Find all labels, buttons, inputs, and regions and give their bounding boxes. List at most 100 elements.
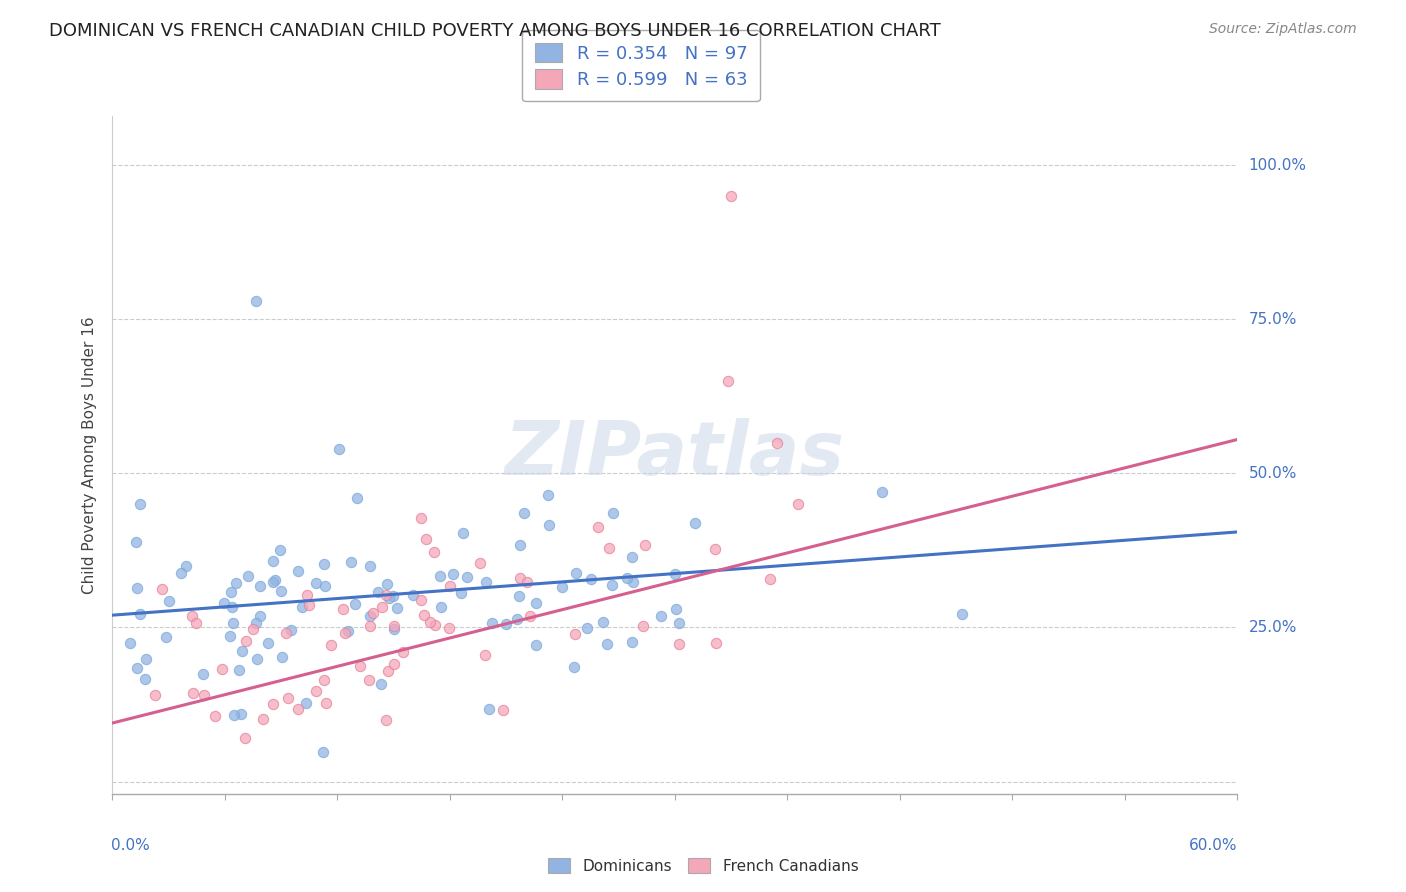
Point <box>321 639 343 653</box>
Point <box>564 627 586 641</box>
Point <box>349 659 371 673</box>
Point <box>291 600 314 615</box>
Point <box>128 607 150 622</box>
Point <box>516 575 538 590</box>
Point <box>429 568 451 582</box>
Point <box>478 702 501 716</box>
Point <box>135 651 157 665</box>
Point <box>359 618 381 632</box>
Point <box>600 578 623 592</box>
Point <box>191 666 214 681</box>
Point <box>720 189 742 203</box>
Point <box>359 609 381 624</box>
Point <box>125 534 148 549</box>
Point <box>621 575 644 590</box>
Point <box>332 602 354 616</box>
Point <box>524 639 547 653</box>
Point <box>219 584 242 599</box>
Point <box>513 506 536 520</box>
Point <box>246 652 269 666</box>
Point <box>315 696 337 710</box>
Point <box>703 542 725 557</box>
Point <box>287 702 309 716</box>
Point <box>277 690 299 705</box>
Point <box>508 571 530 585</box>
Point <box>312 557 335 571</box>
Point <box>235 633 257 648</box>
Point <box>145 688 167 702</box>
Point <box>231 644 253 658</box>
Point <box>337 624 360 638</box>
Point <box>443 567 465 582</box>
Point <box>537 488 560 502</box>
Point <box>592 615 614 629</box>
Point <box>305 576 328 591</box>
Point <box>378 591 401 606</box>
Point <box>333 625 356 640</box>
Point <box>374 588 396 602</box>
Point <box>650 609 672 624</box>
Point <box>314 579 336 593</box>
Point <box>620 549 643 564</box>
Point <box>233 731 256 746</box>
Point <box>586 520 609 534</box>
Point <box>262 574 284 589</box>
Point <box>257 636 280 650</box>
Point <box>759 572 782 586</box>
Point <box>346 491 368 505</box>
Point <box>382 657 405 671</box>
Point <box>634 538 657 552</box>
Point <box>616 571 638 585</box>
Point <box>245 293 267 308</box>
Text: 50.0%: 50.0% <box>1249 466 1296 481</box>
Point <box>370 599 392 614</box>
Point <box>262 697 284 711</box>
Point <box>236 569 259 583</box>
Point <box>193 688 215 702</box>
Point <box>508 589 530 603</box>
Point <box>359 558 381 573</box>
Point <box>631 619 654 633</box>
Text: Source: ZipAtlas.com: Source: ZipAtlas.com <box>1209 22 1357 37</box>
Point <box>361 607 384 621</box>
Point <box>450 586 472 600</box>
Point <box>683 516 706 530</box>
Point <box>340 555 363 569</box>
Point <box>787 497 810 511</box>
Point <box>125 582 148 596</box>
Point <box>150 582 173 597</box>
Point <box>492 702 515 716</box>
Text: 100.0%: 100.0% <box>1249 158 1306 173</box>
Point <box>429 600 451 615</box>
Point <box>402 588 425 602</box>
Point <box>596 637 619 651</box>
Text: ZIPatlas: ZIPatlas <box>505 418 845 491</box>
Point <box>127 661 149 675</box>
Point <box>176 558 198 573</box>
Point <box>538 518 561 533</box>
Point <box>245 615 267 630</box>
Point <box>129 497 152 511</box>
Point <box>419 615 441 630</box>
Point <box>391 645 413 659</box>
Point <box>242 622 264 636</box>
Point <box>118 636 141 650</box>
Point <box>312 745 335 759</box>
Point <box>305 684 328 698</box>
Point <box>668 615 690 630</box>
Point <box>357 673 380 687</box>
Point <box>262 554 284 568</box>
Point <box>170 566 193 580</box>
Point <box>382 619 405 633</box>
Point <box>717 374 740 388</box>
Point <box>181 609 204 624</box>
Point <box>495 617 517 632</box>
Point <box>565 566 588 580</box>
Point <box>269 543 291 558</box>
Point <box>620 634 643 648</box>
Point <box>377 664 399 678</box>
Point <box>186 615 208 630</box>
Point <box>367 584 389 599</box>
Point <box>382 622 405 636</box>
Text: DOMINICAN VS FRENCH CANADIAN CHILD POVERTY AMONG BOYS UNDER 16 CORRELATION CHART: DOMINICAN VS FRENCH CANADIAN CHILD POVER… <box>49 22 941 40</box>
